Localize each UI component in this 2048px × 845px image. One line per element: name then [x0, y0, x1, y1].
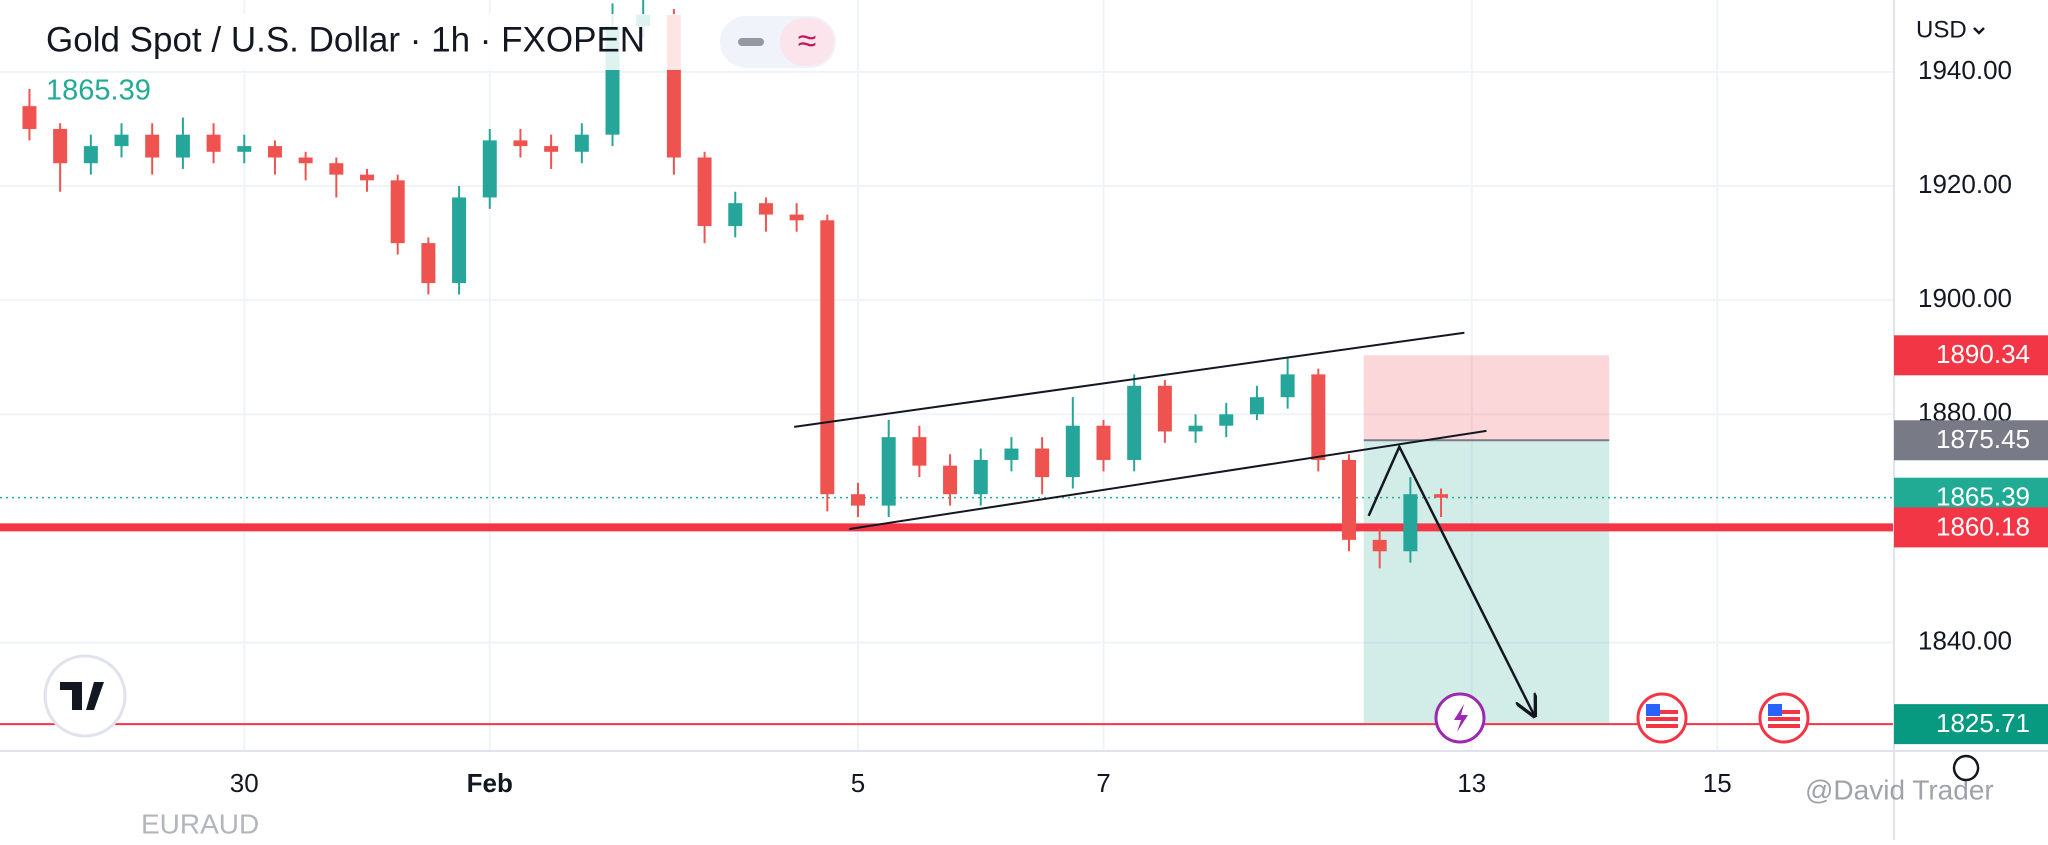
chart-title: Gold Spot / U.S. Dollar · 1h · FXOPEN [46, 20, 645, 59]
currency[interactable]: USD [1916, 16, 1967, 43]
candle-body [83, 146, 98, 164]
candle-body [851, 494, 866, 506]
candle-body [452, 197, 467, 284]
candle-body [820, 220, 835, 495]
candle-body [421, 243, 436, 284]
candle-body [513, 140, 528, 147]
price-label-bg [1894, 420, 2048, 461]
price-label-bg [1894, 335, 2048, 376]
title-bg [30, 14, 685, 70]
target-zone [1363, 440, 1610, 725]
candle-body [267, 146, 282, 158]
y-tick-label: 1900.00 [1918, 283, 2012, 313]
candle-body [1341, 459, 1356, 540]
logo-mark [60, 682, 104, 710]
candle-body [1403, 494, 1418, 552]
logo[interactable] [43, 654, 127, 738]
toggle-icon [738, 38, 764, 46]
candle-body [758, 203, 773, 215]
y-tick-label: 1840.00 [1918, 625, 2012, 655]
x-tick-label: 30 [230, 768, 259, 798]
flag-icon[interactable] [1758, 692, 1810, 744]
candle-body [544, 146, 559, 152]
current-price-header: 1865.39 [46, 75, 151, 107]
candle-body [206, 134, 221, 152]
x-tick-label: 5 [851, 768, 865, 798]
candle-body [1065, 425, 1080, 478]
candle-body [574, 134, 589, 152]
toggle-active [780, 18, 834, 66]
toggle-wave: ≈ [798, 22, 817, 60]
candle-body [237, 146, 252, 152]
price-label: 1865.39 [1936, 482, 2030, 512]
next-symbol: EURAUD [141, 808, 259, 839]
candle-body [1372, 539, 1387, 552]
x-tick-label: 15 [1703, 768, 1732, 798]
candle-body [789, 214, 804, 221]
candle-body [1004, 448, 1019, 460]
candle-body [329, 163, 344, 175]
settings-icon[interactable] [1952, 754, 1980, 782]
event-lightning [1454, 704, 1468, 732]
candle-body [390, 180, 405, 244]
candle-body [881, 437, 896, 506]
stop-zone [1363, 355, 1610, 441]
trendline [794, 331, 1465, 428]
candle-body [145, 134, 160, 158]
candle-body [114, 134, 129, 147]
candle-body [298, 157, 313, 164]
candle-body [482, 140, 497, 198]
price-label: 1825.71 [1936, 708, 2030, 738]
candle-body [1188, 425, 1203, 432]
candle-body [1219, 414, 1234, 426]
candle-body [360, 174, 375, 181]
candle-body [22, 106, 37, 129]
candle-body [912, 437, 927, 466]
candle-body [728, 203, 743, 226]
candle-body [1434, 494, 1449, 498]
candle-body [1280, 374, 1295, 398]
y-tick-label: 1940.00 [1918, 55, 2012, 85]
price-label: 1890.34 [1936, 339, 2030, 369]
trendline [849, 429, 1487, 530]
candle-body [53, 128, 68, 164]
candle-body [1311, 374, 1326, 460]
candle-body [175, 134, 190, 158]
y-tick-label: 1920.00 [1918, 169, 2012, 199]
x-tick-label: 7 [1096, 768, 1110, 798]
candle-body [1249, 397, 1264, 415]
price-label: 1875.45 [1936, 424, 2030, 454]
flag-icon[interactable] [1636, 692, 1688, 744]
candle-body [697, 157, 712, 226]
candle-body [943, 465, 958, 495]
x-tick-label: Feb [467, 768, 513, 798]
candle-body [1035, 448, 1050, 478]
candle-body [1127, 385, 1142, 460]
price-label-bg [1894, 507, 2048, 548]
price-label-bg [1894, 704, 2048, 745]
candle-body [1157, 385, 1172, 432]
candle-body [973, 459, 988, 495]
currency-chevron [1973, 27, 1985, 35]
forecast-arrow [1367, 443, 1535, 716]
price-label: 1860.18 [1936, 511, 2030, 541]
candle-body [1096, 425, 1111, 460]
x-tick-label: 13 [1457, 768, 1486, 798]
